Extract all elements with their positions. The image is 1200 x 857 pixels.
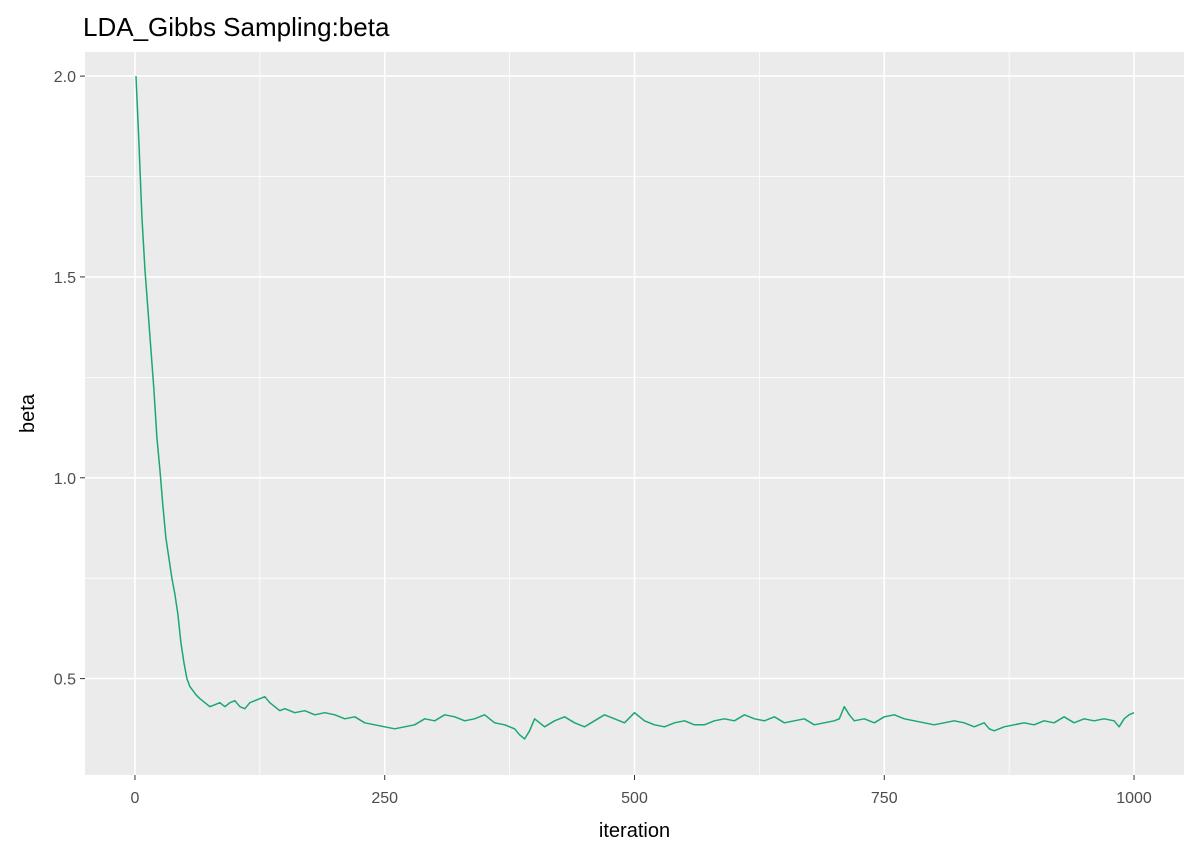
x-tick-label: 1000 (1116, 790, 1152, 807)
y-tick-label: 1.5 (54, 270, 76, 287)
y-axis-title: beta (17, 393, 39, 433)
grid-lines (85, 52, 1184, 775)
x-tick-label: 0 (131, 790, 140, 807)
series-line (135, 76, 1135, 740)
x-tick-label: 750 (871, 790, 898, 807)
y-tick-label: 0.5 (54, 672, 76, 689)
x-tick-label: 500 (621, 790, 648, 807)
x-axis-title: iteration (599, 820, 670, 842)
chart-title: LDA_Gibbs Sampling:beta (83, 12, 390, 42)
x-tick-label: 250 (371, 790, 398, 807)
y-tick-label: 1.0 (54, 471, 76, 488)
series-layer (135, 76, 1135, 740)
axis-layer: 0 250 500 750 1000 0.5 1.0 1.5 2.0 (54, 69, 1152, 807)
y-tick-label: 2.0 (54, 69, 76, 86)
